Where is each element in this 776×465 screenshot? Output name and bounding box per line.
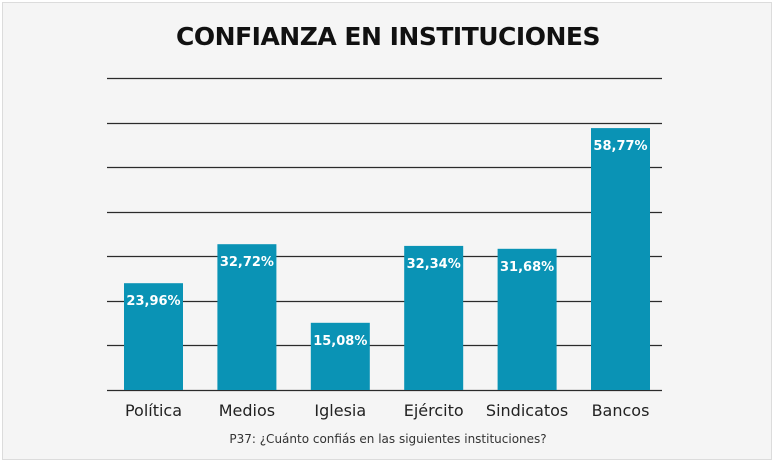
bar-value-label: 31,68% [500,260,554,275]
category-label: Ejército [404,401,464,420]
bar [591,128,650,390]
bars [124,128,650,390]
bar [217,244,277,390]
bar-value-label: 32,34% [407,257,461,272]
bar [124,283,183,390]
category-label: Sindicatos [486,401,568,420]
category-label: Política [125,401,182,420]
bar [497,248,557,390]
category-label: Iglesia [314,401,366,420]
chart-caption: P37: ¿Cuánto confiás en las siguientes i… [229,432,547,446]
bar-value-label: 32,72% [220,255,274,270]
chart-title: CONFIANZA EN INSTITUCIONES [176,22,600,51]
bar [404,245,464,390]
gridlines [107,77,662,392]
category-labels: Política Medios Iglesia Ejército Sindicatos B… [125,401,649,420]
category-label: Bancos [592,401,650,420]
bar-value-label: 58,77% [593,139,647,154]
category-label: Medios [219,401,275,420]
bar-value-label: 23,96% [126,294,180,309]
bar-value-labels: 23,96% 32,72% 15,08% 32,34% 31,68% 58,77% [126,139,647,349]
bar [310,322,370,390]
bar-value-label: 15,08% [313,334,367,349]
